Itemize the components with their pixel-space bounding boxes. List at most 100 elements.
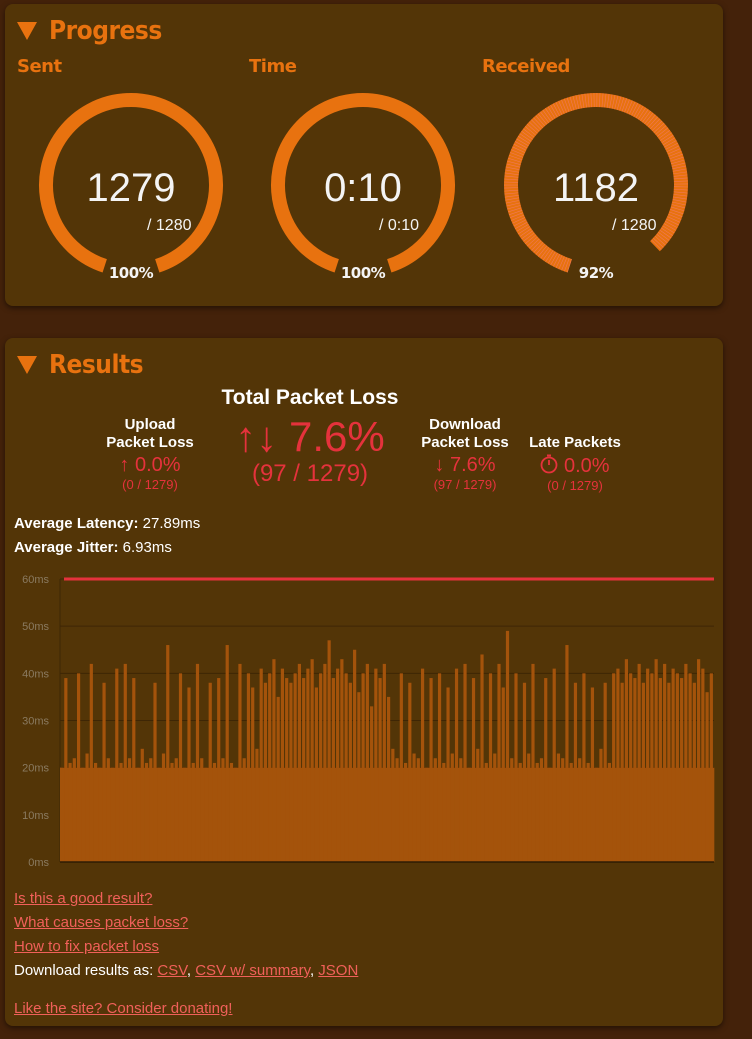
jitter-label: Average Jitter: (14, 539, 119, 556)
fix-packet-loss-link[interactable]: How to fix packet loss (14, 938, 160, 955)
results-header[interactable]: Results (17, 350, 144, 380)
latency-bar (293, 673, 297, 862)
sent-percent: 100% (108, 264, 154, 282)
latency-bar-base (336, 767, 341, 862)
latency-bar-base (365, 767, 371, 862)
latency-bar-base (561, 767, 566, 862)
latency-bar-base (667, 767, 672, 862)
latency-bar-base (616, 767, 621, 862)
total-heading: Total Packet Loss (221, 386, 399, 409)
latency-bar-base (246, 767, 252, 862)
latency-bar (552, 668, 556, 862)
latency-bar-base (429, 767, 435, 862)
gauge-arc (504, 93, 688, 273)
latency-bar-base (263, 767, 269, 862)
latency-bar-base (259, 767, 265, 862)
latency-bar-base (310, 767, 316, 862)
latency-bar (709, 673, 713, 862)
latency-label: Average Latency: (14, 515, 139, 532)
latency-bar (488, 673, 493, 862)
csv-link[interactable]: CSV (157, 962, 187, 979)
latency-bar-base (149, 767, 154, 862)
latency-bar-base (370, 767, 375, 862)
jitter-value: 6.93ms (122, 539, 172, 556)
latency-bar-base (539, 767, 545, 862)
collapse-triangle-icon[interactable] (17, 22, 37, 40)
latency-bar-base (463, 767, 468, 862)
progress-header[interactable]: Progress (17, 16, 162, 46)
latency-bar (616, 668, 620, 862)
latency-bar (531, 663, 535, 862)
latency-bar (327, 640, 331, 862)
latency-bar (497, 663, 501, 862)
late-value: 0.0% (563, 455, 610, 477)
latency-bar-base (476, 767, 481, 862)
latency-bar-base (76, 767, 82, 862)
download-count: (97 / 1279) (433, 477, 497, 492)
gauge-arc (39, 93, 223, 273)
y-tick-label: 20ms (22, 763, 49, 775)
donate-link[interactable]: Like the site? Consider donating! (14, 1000, 233, 1017)
sent-label: Sent (17, 56, 62, 77)
y-tick-label: 40ms (22, 668, 49, 680)
stopwatch-icon (541, 454, 558, 474)
latency-bar-base (191, 767, 197, 862)
latency-bar (701, 668, 705, 862)
latency-bar (650, 673, 654, 862)
time-percent: 100% (340, 264, 386, 282)
latency-bar-base (680, 767, 685, 862)
csv-summary-link[interactable]: CSV w/ summary (195, 962, 310, 979)
latency-value: 27.89ms (142, 515, 201, 532)
collapse-triangle-icon[interactable] (17, 356, 37, 374)
progress-panel: Progress Sent Time Received 1279 / 1280 … (5, 4, 723, 306)
latency-chart: 0ms 10ms 20ms 30ms 40ms 50ms 60ms (22, 574, 715, 869)
latency-bar (178, 673, 183, 862)
received-percent: 92% (578, 264, 614, 282)
latency-bar-base (289, 767, 294, 862)
latency-bar-base (276, 767, 282, 862)
latency-bar-base (629, 767, 634, 862)
latency-bar-base (531, 767, 536, 862)
latency-bar-base (378, 767, 384, 862)
late-packets: Late Packets 0.0% (0 / 1279) (520, 434, 630, 493)
latency-bar (336, 668, 340, 862)
latency-bar-base (132, 767, 137, 862)
latency-bar-base (68, 767, 74, 862)
latency-bar-base (425, 767, 430, 862)
latency-bar-base (140, 767, 146, 862)
total-value: 7.6% (288, 413, 385, 460)
latency-bar-base (374, 767, 379, 862)
latency-bar-base (127, 767, 133, 862)
latency-bar-base (217, 767, 222, 862)
latency-bar-base (166, 767, 171, 862)
latency-bar (505, 630, 510, 862)
total-packet-loss: Total Packet Loss ↑↓ 7.6% (97 / 1279) (195, 386, 425, 488)
latency-bar-base (395, 767, 401, 862)
latency-bar-base (123, 767, 129, 862)
latency-bar-base (552, 767, 558, 862)
sent-gauge: 1279 / 1280 100% (36, 90, 226, 290)
latency-bar-base (488, 767, 494, 862)
latency-bar-base (624, 767, 630, 862)
json-link[interactable]: JSON (318, 962, 359, 979)
latency-bar-base (234, 767, 239, 862)
latency-bar-base (255, 767, 260, 862)
latency-bar-base (646, 767, 651, 862)
time-gauge: 0:10 / 0:10 100% (268, 90, 458, 290)
latency-bar-base (454, 767, 460, 862)
latency-bar-base (412, 767, 418, 862)
latency-bar-base (119, 767, 125, 862)
latency-bar (115, 668, 119, 862)
received-gauge: 1182 / 1280 92% (501, 90, 691, 290)
latency-bar-base (136, 767, 141, 862)
latency-bar-base (361, 767, 367, 862)
latency-bar (353, 649, 357, 862)
packet-loss-causes-link[interactable]: What causes packet loss? (14, 914, 189, 931)
latency-bar-base (590, 767, 596, 862)
latency-bar (582, 673, 586, 862)
good-result-link[interactable]: Is this a good result? (14, 890, 153, 907)
latency-bar (514, 673, 518, 862)
latency-bar-base (64, 767, 69, 862)
latency-bar-base (684, 767, 689, 862)
latency-bar (319, 673, 323, 862)
